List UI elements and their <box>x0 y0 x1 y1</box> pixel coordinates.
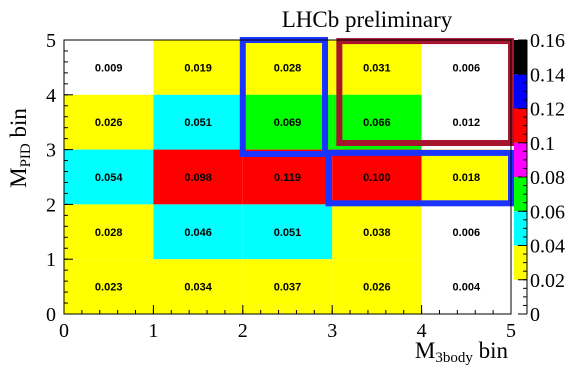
cell-value-label: 0.046 <box>184 227 212 239</box>
cell-value-label: 0.028 <box>95 227 123 239</box>
heatmap-cell <box>153 94 243 150</box>
cell-value-label: 0.018 <box>453 172 481 184</box>
cell-value-label: 0.009 <box>95 62 123 74</box>
heatmap-cells <box>64 40 511 314</box>
x-tick-label: 2 <box>238 320 248 342</box>
cell-value-labels: 0.009 0.019 0.028 0.031 0.006 0.026 0.051 0.069… <box>95 62 481 293</box>
heatmap-cell <box>242 149 333 205</box>
heatmap-cell <box>153 204 243 260</box>
z-tick-label: 0.16 <box>530 30 565 52</box>
plot-frame <box>63 39 512 315</box>
cell-value-label: 0.006 <box>453 227 481 239</box>
z-tick-label: 0 <box>530 304 540 326</box>
y-axis-label: MPID bin <box>6 108 34 188</box>
x-tick-label: 0 <box>59 320 69 342</box>
heatmap-cell <box>421 204 511 260</box>
z-tick-label: 0.1 <box>530 133 555 155</box>
y-tick-label: 2 <box>46 194 56 216</box>
cell-value-label: 0.031 <box>363 62 391 74</box>
cell-value-label: 0.054 <box>95 172 123 184</box>
y-tick-label: 5 <box>46 30 56 52</box>
cell-value-label: 0.038 <box>363 227 391 239</box>
heatmap-cell <box>242 204 333 260</box>
heatmap-cell <box>332 40 422 95</box>
cell-value-label: 0.098 <box>184 172 212 184</box>
cell-value-label: 0.051 <box>274 227 302 239</box>
cell-value-label: 0.023 <box>95 282 123 294</box>
heatmap-cell <box>421 149 511 205</box>
x-axis-label: M3body bin <box>415 338 509 365</box>
cell-value-label: 0.019 <box>184 62 212 74</box>
heatmap-cell <box>64 259 154 314</box>
heatmap-cell <box>64 204 154 260</box>
z-tick-label: 0.12 <box>530 99 565 121</box>
y-tick-label: 1 <box>46 249 56 271</box>
z-tick-label: 0.14 <box>530 64 565 86</box>
z-tick-label: 0.06 <box>530 201 565 223</box>
cell-value-label: 0.006 <box>453 62 481 74</box>
x-tick-label: 1 <box>148 320 158 342</box>
heatmap-cell <box>64 94 154 150</box>
z-tick-label: 0.02 <box>530 270 565 292</box>
y-tick-label: 4 <box>46 85 56 107</box>
cell-value-label: 0.119 <box>274 172 301 184</box>
x-tick-label: 3 <box>327 320 337 342</box>
cell-value-label: 0.069 <box>274 117 302 129</box>
heatmap-cell <box>153 149 243 205</box>
cell-value-label: 0.026 <box>95 117 123 129</box>
color-scale: 0 0.02 0.04 0.06 0.08 0.1 0.12 0.14 0.16 <box>514 30 565 326</box>
x-axis-label-main: M <box>415 338 435 363</box>
heatmap-cell <box>332 204 422 260</box>
heatmap-cell <box>153 40 243 95</box>
heatmap-cell <box>153 259 243 314</box>
cell-value-label: 0.100 <box>363 172 391 184</box>
x-tick-label: 4 <box>417 320 427 342</box>
heatmap-cell <box>421 259 511 314</box>
axes: 0 1 2 3 4 5 0 1 2 3 4 5 <box>46 30 516 342</box>
cell-value-label: 0.034 <box>184 282 212 294</box>
cell-value-label: 0.004 <box>453 282 481 294</box>
heatmap-cell <box>242 94 333 150</box>
heatmap-cell <box>64 149 154 205</box>
heatmap-cell <box>242 259 333 314</box>
y-tick-label: 0 <box>46 304 56 326</box>
cell-value-label: 0.066 <box>363 117 391 129</box>
cell-value-label: 0.012 <box>453 117 481 129</box>
heatmap-cell <box>332 259 422 314</box>
z-tick-label: 0.04 <box>530 236 565 258</box>
x-axis-label-suffix: bin <box>473 338 509 363</box>
heatmap-cell <box>421 40 511 95</box>
heatmap-cell <box>332 149 422 205</box>
cell-value-label: 0.037 <box>274 282 302 294</box>
y-tick-label: 3 <box>46 140 56 162</box>
z-tick-label: 0.08 <box>530 167 565 189</box>
y-axis-label-suffix: bin <box>6 108 31 144</box>
y-axis-label-sub: PID <box>18 143 34 167</box>
x-tick-label: 5 <box>506 320 516 342</box>
heatmap-cell <box>242 40 333 95</box>
chart-title: LHCb preliminary <box>282 7 453 32</box>
y-axis-label-main: M <box>6 167 31 187</box>
cell-value-label: 0.026 <box>363 282 391 294</box>
cell-value-label: 0.028 <box>274 62 302 74</box>
x-axis-label-sub: 3body <box>435 350 473 365</box>
heatmap-cell <box>64 40 154 95</box>
cell-value-label: 0.051 <box>184 117 212 129</box>
